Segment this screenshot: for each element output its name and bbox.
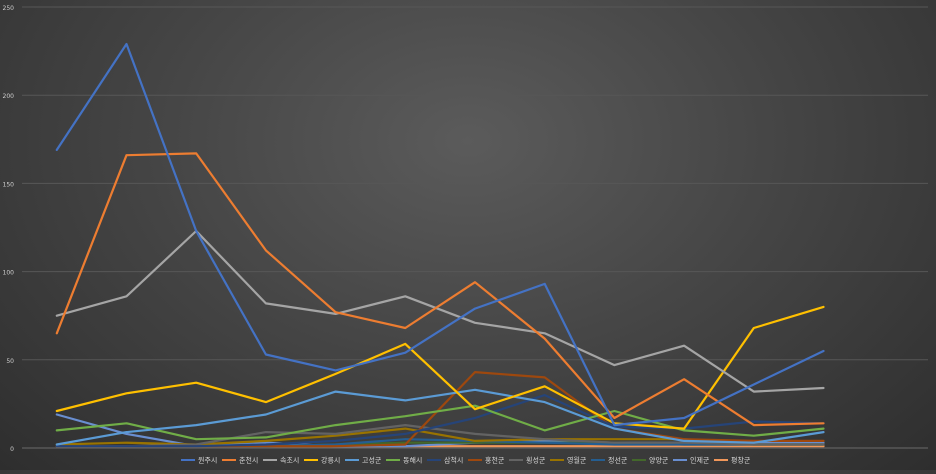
legend-label: 양양군 xyxy=(649,457,669,465)
y-tick-label: 150 xyxy=(3,181,15,188)
series-lines xyxy=(55,42,825,448)
y-tick-label: 0 xyxy=(10,446,14,453)
legend-label: 삼척시 xyxy=(444,456,463,465)
series-line xyxy=(55,42,825,427)
legend-label: 원주시 xyxy=(198,456,217,465)
y-tick-label: 100 xyxy=(3,270,15,277)
series-line xyxy=(55,152,825,427)
legend-label: 속초시 xyxy=(280,457,299,465)
y-tick-label: 200 xyxy=(3,93,15,100)
series-line xyxy=(55,229,825,393)
legend-label: 홍천군 xyxy=(485,456,505,465)
series-line xyxy=(55,424,825,448)
legend-label: 평창군 xyxy=(731,456,751,465)
series-line xyxy=(55,394,825,448)
legend-label: 고성군 xyxy=(362,456,382,465)
legend-label: 강릉시 xyxy=(321,456,340,465)
legend-label: 영월군 xyxy=(567,456,587,465)
legend: 원주시 춘천시 속초시 강릉시 고성군 동해시 삼척시 홍천군 횡성군 영월군 정선군 양양군 인제군 평… xyxy=(181,456,751,465)
series-line xyxy=(55,388,825,446)
legend-label: 인제군 xyxy=(690,456,710,465)
legend-label: 동해시 xyxy=(403,456,422,465)
legend-label: 춘천시 xyxy=(239,456,258,465)
series-line xyxy=(55,404,825,441)
y-tick-label: 50 xyxy=(6,358,14,365)
y-tick-label: 250 xyxy=(3,5,15,12)
legend-label: 정선군 xyxy=(608,456,628,465)
legend-label: 횡성군 xyxy=(526,456,546,465)
